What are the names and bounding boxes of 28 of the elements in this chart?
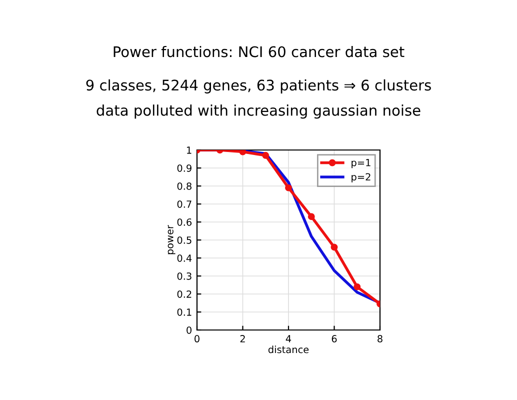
point [262,152,270,159]
chart-title: Power functions: NCI 60 cancer data set [114,46,404,58]
x-tick-label: 6 [332,335,337,342]
legend-label: p=1 [352,159,370,168]
x-tick-label: 2 [240,335,245,342]
chart-subtitle: 9 classes, 5244 genes, 63 patients ⇒ 6 clusters data polluted with increasing gaussian noise [86,79,431,119]
y-axis-title: power [168,224,176,254]
x-tick-label: 8 [378,335,382,342]
y-tick-label: 0.8 [177,182,192,190]
x-tick-label: 4 [286,335,292,342]
y-tick-label: 0.9 [177,164,192,172]
point [354,283,361,290]
y-tick-label: 0 [186,326,192,334]
y-tick-label: 0.5 [177,236,192,244]
y-tick-label: 0.3 [177,272,192,280]
y-tick-label: 0.6 [177,218,192,226]
legend-label: p=2 [352,173,370,182]
x-tick-label: 0 [194,335,200,342]
point [239,150,246,156]
point [308,213,315,220]
y-tick-label: 0.2 [177,290,192,298]
y-tick-label: 0.7 [177,200,192,208]
x-axis-title: distance [268,346,309,354]
y-tick-label: 1 [187,146,192,154]
y-tick-label: 0.1 [177,308,192,316]
y-tick-label: 0.4 [177,254,192,262]
point [330,244,338,251]
point [285,184,292,192]
